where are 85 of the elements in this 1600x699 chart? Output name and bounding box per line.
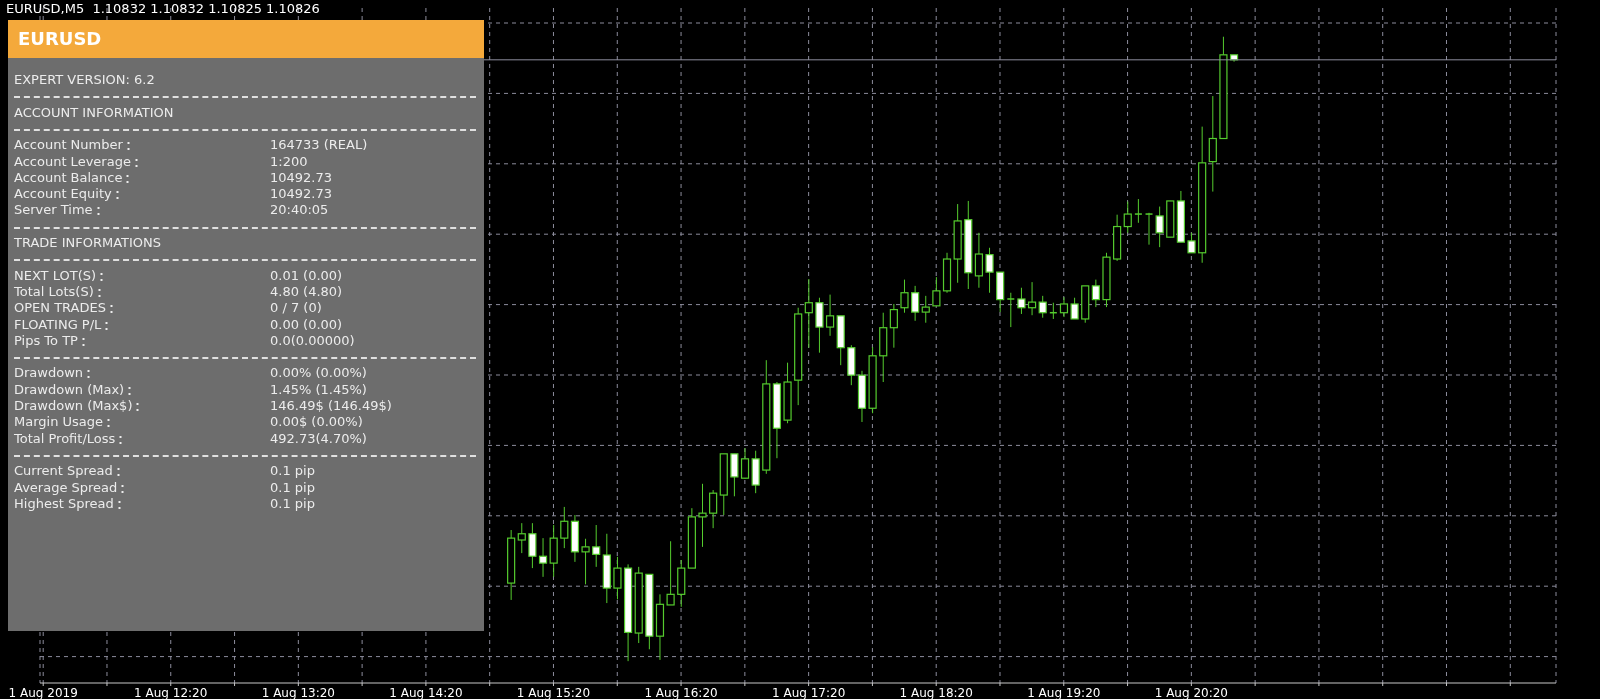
category-label: FLOATING P/L — [14, 316, 102, 332]
category-label: EXPERT VERSION: 6.2 — [14, 72, 155, 87]
x-tick-label: 1 Aug 2019 — [8, 685, 78, 699]
text: 1.45% (1.45%) — [270, 381, 367, 397]
x-tick-label: 1 Aug 16:20 — [644, 685, 718, 699]
category-label: OPEN TRADES — [14, 300, 106, 316]
category-label: Drawdown — [14, 365, 84, 381]
category-label: NEXT LOT(S) — [14, 267, 97, 283]
text: 1:200 — [270, 153, 308, 169]
candlestick — [1155, 206, 1164, 248]
candlestick — [1208, 95, 1217, 193]
candlestick — [698, 483, 707, 548]
candlestick — [1070, 297, 1079, 320]
text: 20:40:05 — [270, 202, 329, 218]
candlestick — [730, 453, 739, 497]
text: 10492.73 — [270, 186, 333, 202]
x-tick-label: 1 Aug 13:20 — [261, 685, 335, 699]
text: 0.1 pip — [270, 463, 315, 479]
candlestick — [1059, 296, 1069, 318]
candlestick — [974, 232, 984, 289]
category-label: Highest Spread — [14, 495, 114, 511]
candlestick — [517, 522, 526, 554]
category-label: TRADE INFORMATIONS — [14, 235, 162, 250]
candlestick — [1187, 232, 1196, 254]
text: 0.1 pip — [270, 479, 315, 495]
category-label: ACCOUNT INFORMATION — [14, 104, 174, 120]
category-label: Margin Usage — [14, 414, 104, 430]
candlestick — [613, 556, 622, 600]
category-label: Account Leverage — [14, 153, 131, 169]
text: 0.1 pip — [270, 495, 315, 511]
candlestick — [1144, 212, 1154, 246]
x-tick-label: 1 Aug 14:20 — [389, 685, 463, 699]
text: 4.80 (4.80) — [270, 283, 343, 299]
candlestick — [1027, 281, 1037, 316]
candlestick — [1017, 287, 1026, 315]
candlestick — [985, 247, 994, 294]
category-label: Account Number — [14, 137, 123, 153]
candlestick — [560, 506, 569, 549]
x-tick-label: 1 Aug 12:20 — [134, 685, 208, 699]
category-label: Total Profit/Loss — [14, 430, 116, 446]
category-label: Drawdown (Max$) — [14, 398, 133, 413]
category-label: Average Spread — [14, 479, 118, 495]
candlestick — [900, 279, 909, 314]
candlestick — [528, 522, 537, 569]
candlestick — [592, 524, 601, 568]
text: 0.01 (0.00) — [270, 267, 343, 283]
x-tick-label: 1 Aug 17:20 — [771, 685, 846, 699]
category-label: Server Time — [14, 202, 93, 218]
candlestick — [1038, 295, 1047, 319]
candlestick — [666, 540, 675, 606]
candlestick — [911, 285, 920, 322]
candlestick — [709, 489, 718, 529]
text: 0 / 7 (0) — [270, 300, 322, 316]
category-label: Account Equity — [14, 186, 112, 202]
x-tick-label: 1 Aug 19:20 — [1027, 685, 1101, 699]
category-label: Current Spread — [14, 463, 113, 479]
text: 164733 (REAL) — [270, 137, 368, 153]
text: 10492.73 — [270, 169, 333, 185]
candlestick — [1134, 198, 1143, 224]
text: 0.00% (0.00%) — [270, 365, 367, 381]
x-tick-label: 1 Aug 20:20 — [1154, 685, 1228, 699]
candlestick — [1123, 201, 1132, 234]
chart-title: EURUSD,M5 1.10832 1.10832 1.10825 1.10826 — [6, 1, 320, 16]
candlestick — [740, 447, 750, 480]
candlestick — [932, 276, 941, 307]
category-label: Account Balance — [14, 169, 123, 185]
text: EURUSD — [8, 20, 484, 58]
candlestick — [804, 278, 813, 349]
text: 0.00$ (0.00%) — [270, 414, 363, 430]
candlestick — [825, 294, 835, 337]
text: 0.00 (0.00) — [270, 316, 343, 332]
category-label: Drawdown (Max) — [14, 381, 125, 397]
candlestick — [1091, 279, 1100, 308]
x-tick-label: 1 Aug 18:20 — [899, 685, 973, 699]
candlestick — [921, 295, 930, 324]
candlestick — [889, 303, 898, 349]
text: 146.49$ (146.49$) — [270, 398, 392, 413]
candlestick — [581, 538, 590, 585]
category-label: Total Lots(S) — [14, 283, 94, 299]
candlestick — [538, 537, 548, 578]
x-tick-label: 1 Aug 15:20 — [516, 685, 591, 699]
category-label: Pips To TP — [14, 332, 78, 348]
text: 492.73(4.70%) — [270, 430, 367, 446]
candlestick — [1006, 292, 1016, 328]
text: 0.0(0.00000) — [270, 332, 355, 348]
